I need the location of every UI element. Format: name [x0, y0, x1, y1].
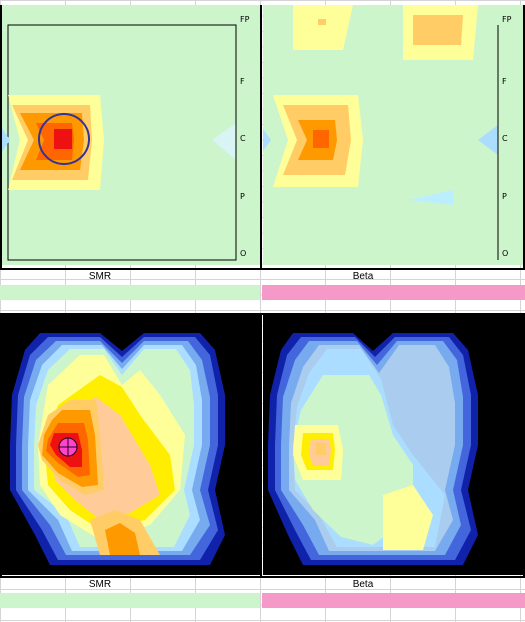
axis-tick-p: P [240, 192, 245, 201]
topomap-beta-top [263, 5, 525, 265]
marker-circle [38, 113, 90, 165]
axis-tick-f: F [502, 385, 507, 394]
axis-tick-fp: FP [502, 325, 512, 334]
color-bar-beta [262, 593, 525, 608]
axis-tick-p: P [502, 192, 507, 201]
axis-tick-fp: FP [502, 15, 512, 24]
axis-tick-p: P [502, 501, 507, 510]
panel-border [0, 5, 2, 270]
axis-tick-f: F [240, 77, 245, 86]
panel-border [0, 576, 525, 578]
panel-border [0, 313, 525, 315]
panel-title-smr: SMR [88, 271, 112, 282]
panel-title-beta: Beta [352, 579, 374, 590]
panel-border [260, 5, 262, 270]
panel-border [523, 5, 525, 270]
axis-tick-c: C [240, 134, 246, 143]
color-bar-smr [0, 285, 260, 300]
axis-tick-c: C [240, 443, 246, 452]
axis-tick-o: O [502, 249, 509, 258]
topomap-smr-top [0, 5, 260, 265]
axis-tick-o: O [240, 249, 247, 258]
axis-tick-o: O [502, 559, 509, 568]
axis-tick-fp: FP [240, 15, 250, 24]
axis-tick-c: C [502, 443, 508, 452]
panel-border [0, 268, 525, 270]
axis-tick-f: F [240, 385, 245, 394]
color-bar-smr [0, 593, 260, 608]
axis-tick-c: C [502, 134, 508, 143]
axis-tick-p: P [240, 501, 245, 510]
topomap-smr-bottom [0, 315, 260, 575]
panel-title-beta: Beta [352, 271, 374, 282]
panel-border [0, 313, 2, 578]
panel-title-smr: SMR [88, 579, 112, 590]
color-bar-beta [262, 285, 525, 300]
axis-tick-o: O [240, 559, 247, 568]
axis-tick-fp: FP [240, 325, 250, 334]
panel-border [260, 313, 262, 578]
panel-border [523, 313, 525, 578]
topomap-beta-bottom [263, 315, 525, 575]
axis-tick-f: F [502, 77, 507, 86]
